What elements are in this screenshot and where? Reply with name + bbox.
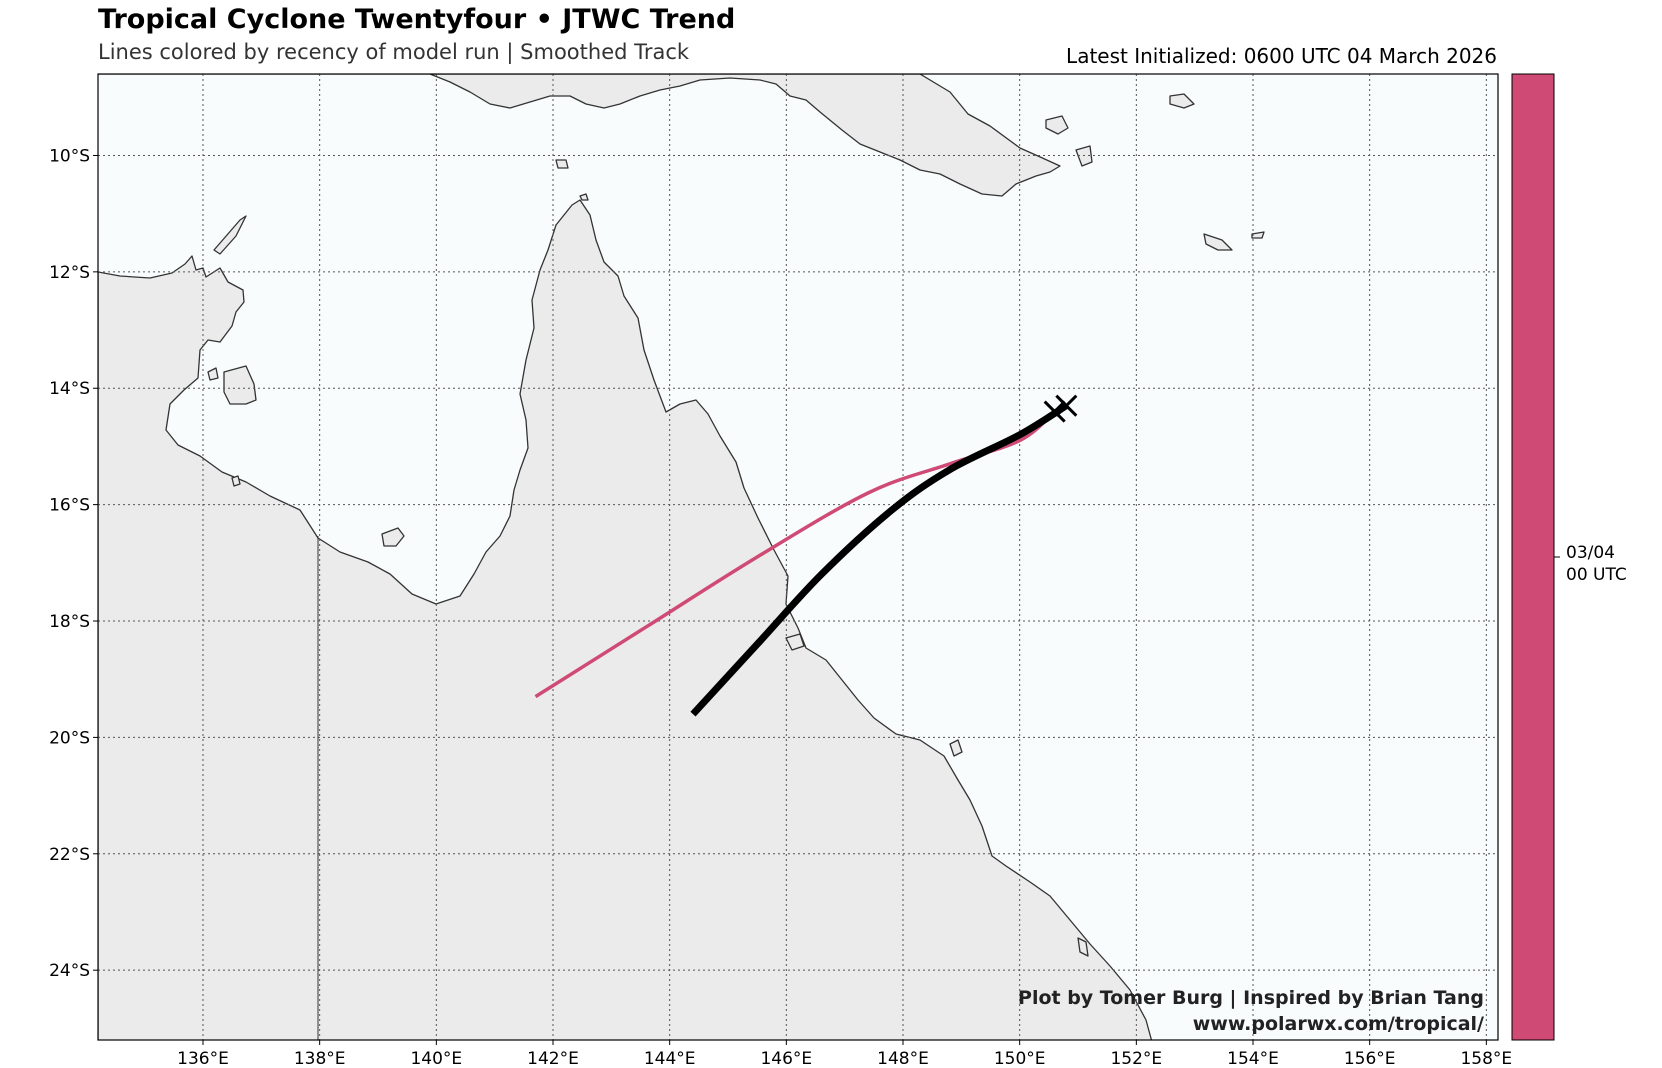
islands-east-2-landmass xyxy=(1169,93,1195,109)
new-guinea-landmass xyxy=(98,74,1061,197)
lon-tick-label: 138°E xyxy=(294,1049,346,1068)
lon-tick-label: 146°E xyxy=(760,1049,812,1068)
lon-tick-label: 144°E xyxy=(644,1049,696,1068)
colorbar xyxy=(1511,73,1555,1041)
lon-tick-label: 152°E xyxy=(1110,1049,1162,1068)
latitude-tick-labels: 10°S 12°S 14°S 16°S 18°S 20°S 22°S 24°S xyxy=(49,146,98,981)
gulf-islands-landmass xyxy=(381,527,405,547)
track-start-x-marker xyxy=(1055,394,1078,417)
lon-tick-label: 150°E xyxy=(994,1049,1046,1068)
gridlines xyxy=(98,74,1498,1040)
lat-tick-label: 18°S xyxy=(49,612,90,632)
wessel-islands-landmass xyxy=(213,215,247,255)
fraser-island-landmass xyxy=(1077,937,1089,957)
latest-track-line xyxy=(690,402,1069,717)
lon-tick-label: 156°E xyxy=(1344,1049,1396,1068)
longitude-tick-labels: 136°E 138°E 140°E 142°E 144°E 146°E 148°E 150°E… xyxy=(177,1040,1512,1068)
islands-east-3-landmass xyxy=(1203,233,1233,251)
lon-tick-label: 140°E xyxy=(410,1049,462,1068)
lon-tick-label: 158°E xyxy=(1460,1049,1512,1068)
magnetic-island-landmass xyxy=(785,633,805,651)
australia-landmass xyxy=(98,199,1153,1040)
bickerton-island-landmass xyxy=(207,367,219,381)
islands-east-5-landmass xyxy=(1075,145,1093,167)
colorbar-tick-label-date: 03/04 xyxy=(1566,543,1615,563)
lat-tick-label: 20°S xyxy=(49,728,90,748)
map-frame xyxy=(97,73,1499,1041)
lat-tick-label: 14°S xyxy=(49,379,90,399)
whitsunday-islands-landmass xyxy=(949,739,963,757)
islands-east-4-landmass xyxy=(1251,231,1265,239)
lon-tick-label: 136°E xyxy=(177,1049,229,1068)
lat-tick-label: 10°S xyxy=(49,146,90,166)
lon-tick-label: 148°E xyxy=(877,1049,929,1068)
credit-line-1: Plot by Tomer Burg | Inspired by Brian T… xyxy=(1018,987,1484,1009)
chart-subtitle: Lines colored by recency of model run | … xyxy=(98,40,690,64)
lat-tick-label: 22°S xyxy=(49,845,90,865)
lat-tick-label: 24°S xyxy=(49,961,90,981)
lon-tick-label: 154°E xyxy=(1227,1049,1279,1068)
model-tracks xyxy=(534,394,1078,717)
lon-tick-label: 142°E xyxy=(527,1049,579,1068)
mornington-island-landmass xyxy=(231,475,241,487)
chart-title: Tropical Cyclone Twentyfour • JTWC Trend xyxy=(98,4,736,35)
landmasses xyxy=(98,74,1265,1040)
earlier-track-line xyxy=(534,410,1056,699)
lat-tick-label: 12°S xyxy=(49,263,90,283)
islands-east-6-landmass xyxy=(555,159,569,169)
lat-tick-label: 16°S xyxy=(49,496,90,516)
islands-east-1-landmass xyxy=(1045,115,1069,135)
credit-line-2: www.polarwx.com/tropical/ xyxy=(1193,1013,1484,1035)
islands-east-7-landmass xyxy=(579,193,589,201)
latest-initialized-label: Latest Initialized: 0600 UTC 04 March 20… xyxy=(1066,44,1497,68)
colorbar-tick-label-time: 00 UTC xyxy=(1566,565,1627,585)
groote-eylandt-landmass xyxy=(223,365,257,405)
